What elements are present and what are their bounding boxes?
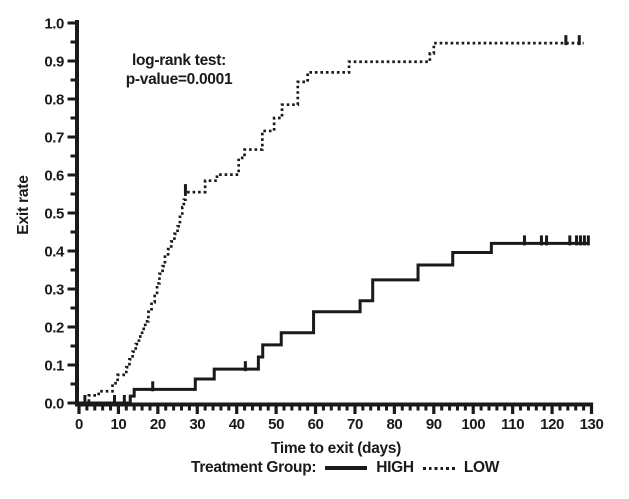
y-tick-label: 1.0 [44, 16, 64, 33]
y-tick-label: 0.1 [44, 358, 64, 375]
y-tick-label: 0.5 [44, 206, 64, 223]
y-tick-label: 0.7 [44, 130, 64, 147]
x-tick-label: 80 [386, 416, 402, 433]
x-tick-label: 90 [426, 416, 442, 433]
x-tick-label: 60 [308, 416, 324, 433]
y-tick-label: 0.2 [44, 320, 64, 337]
annotation-line-2: p-value=0.0001 [125, 71, 233, 88]
x-tick-label: 50 [268, 416, 284, 433]
y-tick-label: 0.6 [44, 168, 64, 185]
y-tick-label: 0.0 [44, 396, 64, 413]
logrank-annotation: log-rank test: p-value=0.0001 [104, 51, 254, 89]
y-tick-label: 0.4 [44, 244, 65, 261]
y-axis-title: Exit rate [15, 175, 32, 235]
series-high-curve [79, 241, 590, 405]
y-tick-label: 0.3 [44, 282, 64, 299]
y-tick-label: 0.8 [44, 92, 64, 109]
x-tick-label: 70 [347, 416, 363, 433]
x-tick-label: 120 [540, 416, 564, 433]
x-tick-label: 0 [75, 416, 83, 433]
series-low-curve [79, 41, 584, 405]
x-tick-label: 20 [150, 416, 166, 433]
annotation-line-1: log-rank test: [132, 52, 226, 69]
x-tick-label: 40 [229, 416, 245, 433]
x-tick-label: 110 [501, 416, 524, 433]
legend-dotted-line-swatch [422, 466, 455, 470]
legend-title: Treatment Group: [191, 459, 317, 476]
x-axis-title: Time to exit (days) [270, 440, 402, 457]
y-tick-label: 0.9 [44, 54, 64, 71]
legend: Treatment Group: HIGH LOW [191, 459, 499, 477]
x-tick-label: 100 [461, 416, 485, 433]
legend-solid-line-swatch [325, 466, 368, 470]
legend-label-high: HIGH [376, 459, 414, 476]
legend-label-low: LOW [463, 459, 500, 476]
x-tick-label: 10 [110, 416, 126, 433]
x-tick-label: 130 [580, 416, 604, 433]
x-tick-label: 30 [189, 416, 205, 433]
